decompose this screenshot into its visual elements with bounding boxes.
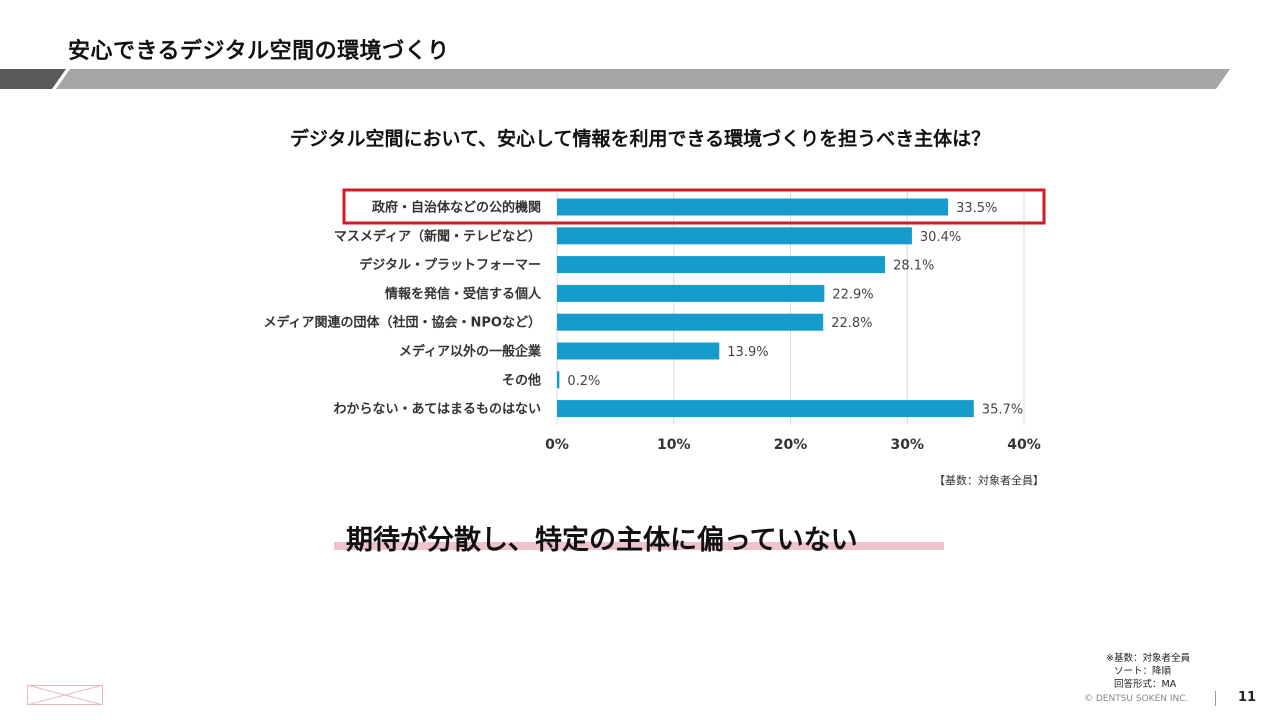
page-number: 11 [1238, 690, 1257, 705]
footnote-base: ※基数：対象者全員 [1106, 653, 1190, 664]
data-label: 30.4% [920, 230, 961, 245]
footnote-sort: ソート：降順 [1114, 666, 1172, 677]
category-label: 政府・自治体などの公的機関 [372, 200, 541, 216]
x-tick-label: 30% [890, 437, 924, 453]
bar [557, 342, 720, 360]
highlight-box [342, 188, 1046, 225]
category-label: わからない・あてはまるものはない [334, 402, 541, 417]
x-tick-label: 0% [545, 437, 569, 453]
bar [557, 371, 560, 389]
headline-underline [334, 542, 944, 550]
data-label: 22.9% [832, 287, 873, 302]
data-label: 22.8% [831, 316, 872, 331]
x-tick-label: 20% [774, 437, 808, 453]
footnotes: ※基数：対象者全員 ソート：降順 回答形式：MA [1106, 652, 1190, 691]
category-label: メディア以外の一般企業 [399, 344, 542, 360]
logo-placeholder [27, 685, 103, 705]
chart-base-note: 【基数：対象者全員】 [934, 474, 1044, 487]
bar [557, 227, 912, 245]
title-band-light [56, 69, 1230, 89]
bar [557, 256, 886, 274]
data-label: 35.7% [982, 403, 1023, 418]
bar [557, 198, 949, 216]
category-label: デジタル・プラットフォーマー [359, 257, 541, 273]
bar [557, 400, 974, 418]
headline: 期待が分散し、特定の主体に偏っていない [346, 525, 858, 556]
copyright: © DENTSU SOKEN INC. [1084, 694, 1189, 704]
x-tick-label: 40% [1007, 437, 1041, 453]
title-band [0, 69, 1230, 89]
x-tick-label: 10% [657, 437, 691, 453]
data-label: 33.5% [956, 201, 997, 216]
category-label: その他 [502, 372, 541, 388]
title-band-dark [0, 69, 66, 89]
bar [557, 284, 825, 302]
category-label: マスメディア（新聞・テレビなど） [334, 228, 541, 244]
category-label: メディア関連の団体（社団・協会・NPOなど） [263, 315, 541, 331]
slide-title: 安心できるデジタル空間の環境づくり [68, 39, 450, 64]
data-label: 0.2% [567, 374, 600, 389]
footnote-answer-format: 回答形式：MA [1114, 679, 1177, 690]
chart-title: デジタル空間において、安心して情報を利用できる環境づくりを担うべき主体は？ [289, 128, 991, 150]
data-label: 13.9% [727, 345, 768, 360]
category-label: 情報を発信・受信する個人 [385, 286, 542, 302]
data-label: 28.1% [893, 259, 934, 274]
bar [557, 313, 824, 331]
page-separator [1215, 691, 1216, 706]
